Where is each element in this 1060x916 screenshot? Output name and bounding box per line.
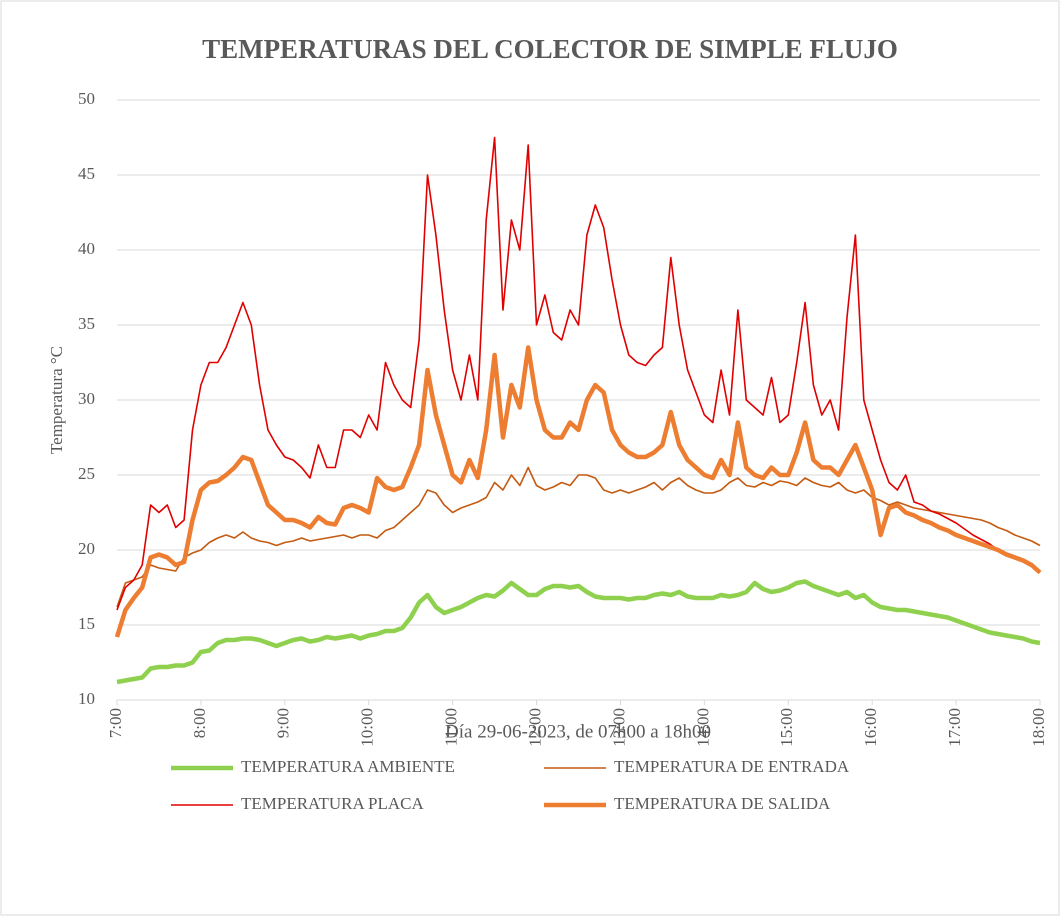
x-tick-label: 13:00 [609, 708, 628, 747]
series-line [116, 136, 1041, 611]
series-line [116, 466, 1041, 608]
x-tick-label: 18:00 [1029, 708, 1048, 747]
legend-label: TEMPERATURA AMBIENTE [241, 757, 455, 776]
y-tick-label: 15 [78, 614, 95, 633]
series-line [116, 579, 1041, 685]
x-tick-label: 9:00 [274, 708, 293, 738]
x-tick-label: 7:00 [106, 708, 125, 738]
y-tick-label: 20 [78, 539, 95, 558]
y-tick-label: 25 [78, 464, 95, 483]
legend-label: TEMPERATURA DE ENTRADA [614, 757, 850, 776]
y-tick-label: 40 [78, 239, 95, 258]
x-axis-label: Día 29-06-2023, de 07h00 a 18h00 [445, 721, 711, 742]
x-tick-label: 15:00 [777, 708, 796, 747]
x-tick-label: 10:00 [358, 708, 377, 747]
y-tick-label: 50 [78, 89, 95, 108]
x-tick-label: 8:00 [190, 708, 209, 738]
y-tick-label: 30 [78, 389, 95, 408]
y-axis-label: Temperatura °C [47, 346, 66, 454]
x-tick-label: 17:00 [945, 708, 964, 747]
series-line [114, 345, 1042, 638]
x-tick-label: 16:00 [861, 708, 880, 747]
x-tick-label: 12:00 [525, 708, 544, 747]
y-tick-label: 35 [78, 314, 95, 333]
x-tick-label: 11:00 [442, 708, 461, 746]
legend-label: TEMPERATURA DE SALIDA [614, 794, 831, 813]
chart-title: TEMPERATURAS DEL COLECTOR DE SIMPLE FLUJ… [202, 34, 898, 64]
y-tick-label: 10 [78, 689, 95, 708]
y-tick-label: 45 [78, 164, 95, 183]
x-tick-label: 14:00 [693, 708, 712, 747]
legend-label: TEMPERATURA PLACA [241, 794, 424, 813]
